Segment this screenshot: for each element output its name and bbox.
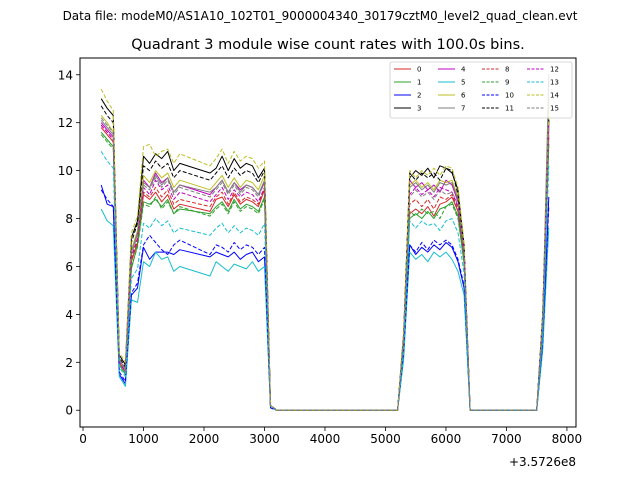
y-tick-label: 8 <box>65 212 73 226</box>
y-tick-label: 0 <box>65 404 73 418</box>
legend-label-8: 8 <box>505 66 509 74</box>
x-tick-label: 7000 <box>491 432 522 446</box>
legend-label-9: 9 <box>505 79 509 87</box>
legend-label-11: 11 <box>505 105 514 113</box>
x-tick-label: 1000 <box>128 432 159 446</box>
suptitle: Data file: modeM0/AS1A10_102T01_90000043… <box>63 9 578 23</box>
y-tick-label: 12 <box>58 116 73 130</box>
x-tick-label: 5000 <box>370 432 401 446</box>
x-tick-label: 4000 <box>310 432 341 446</box>
y-tick-label: 4 <box>65 308 73 322</box>
series-layer <box>100 74 550 411</box>
series-line-13 <box>100 151 550 411</box>
legend-label-7: 7 <box>461 105 465 113</box>
x-tick-label: 6000 <box>431 432 462 446</box>
y-tick-label: 10 <box>58 164 73 178</box>
legend-frame <box>389 61 573 119</box>
axes-frame <box>79 57 577 428</box>
chart-title: Quadrant 3 module wise count rates with … <box>131 37 525 53</box>
y-tick-label: 2 <box>65 356 73 370</box>
y-tick-label: 14 <box>58 68 73 82</box>
y-tick-label: 6 <box>65 260 73 274</box>
x-tick-label: 3000 <box>249 432 280 446</box>
legend-label-15: 15 <box>550 105 559 113</box>
y-axis: 0 2 4 6 8 10 12 14 <box>58 68 80 418</box>
legend-label-10: 10 <box>505 92 514 100</box>
x-tick-label: 2000 <box>189 432 220 446</box>
legend-label-13: 13 <box>550 79 559 87</box>
legend-label-0: 0 <box>417 66 421 74</box>
legend-label-6: 6 <box>461 92 466 100</box>
legend-label-12: 12 <box>550 66 559 74</box>
legend-label-4: 4 <box>461 66 466 74</box>
legend-label-14: 14 <box>550 92 559 100</box>
series-line-14 <box>100 88 550 411</box>
legend-label-2: 2 <box>417 92 421 100</box>
legend-label-3: 3 <box>417 105 421 113</box>
x-tick-label: 8000 <box>552 432 583 446</box>
x-axis: 0 1000 2000 3000 4000 5000 6000 7000 8000 <box>79 427 582 446</box>
legend-label-5: 5 <box>461 79 465 87</box>
x-offset-text: +3.5726e8 <box>509 455 576 469</box>
legend-label-1: 1 <box>417 79 421 87</box>
x-tick-label: 0 <box>79 432 87 446</box>
